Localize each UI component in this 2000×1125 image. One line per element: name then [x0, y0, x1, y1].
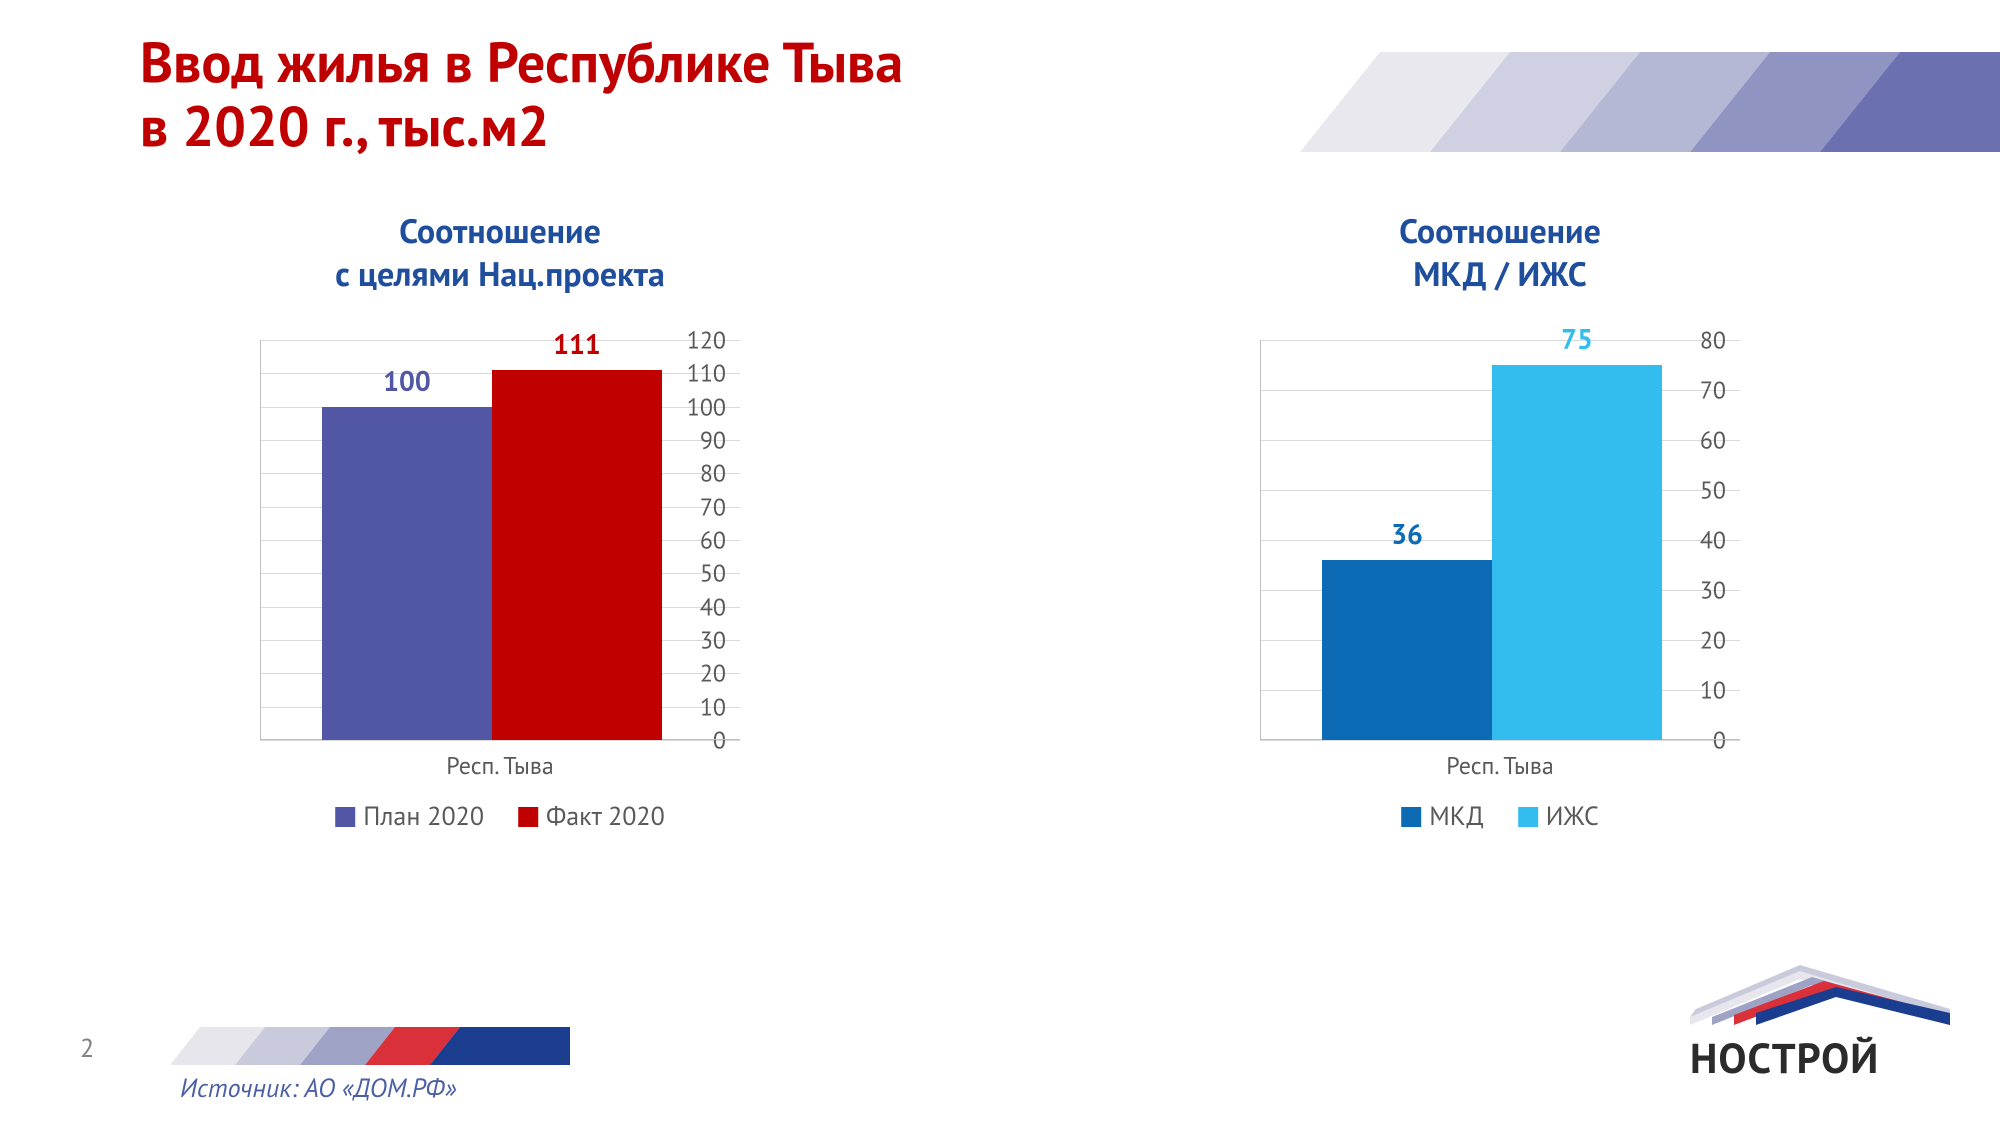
legend-item: Факт 2020: [518, 800, 665, 833]
logo: НОСТРОЙ: [1690, 965, 1950, 1085]
bar-value-label: 100: [322, 362, 492, 399]
y-tick-label: 80: [1700, 325, 1726, 356]
title-line-1: Ввод жилья в Республике Тыва: [140, 26, 903, 98]
y-tick-label: 90: [700, 425, 726, 456]
chart-left-title: Соотношение с целями Нац.проекта: [0, 210, 1000, 295]
footer-stripes-icon: [170, 1027, 570, 1065]
bars-group: 100111: [322, 370, 662, 740]
page-title: Ввод жилья в Республике Тыва в 2020 г., …: [140, 30, 903, 159]
chart-left-legend: План 2020 Факт 2020: [335, 800, 665, 833]
legend-label: Факт 2020: [546, 800, 665, 833]
bar: 75: [1492, 365, 1662, 740]
source-text: Источник: АО «ДОМ.РФ»: [180, 1072, 456, 1105]
logo-roof-icon: [1690, 965, 1950, 1025]
legend-swatch: [1518, 807, 1538, 827]
chart-right-title: Соотношение МКД / ИЖС: [1000, 210, 2000, 295]
bar-value-label: 111: [492, 325, 662, 362]
bar: 111: [492, 370, 662, 740]
bar: 100: [322, 407, 492, 740]
header-stripes-icon: [1300, 52, 2000, 152]
legend-label: План 2020: [363, 800, 484, 833]
y-tick-label: 50: [1700, 475, 1726, 506]
header: Ввод жилья в Республике Тыва в 2020 г., …: [0, 30, 2000, 180]
y-tick-label: 120: [687, 325, 726, 356]
chart-left: Соотношение с целями Нац.проекта 0102030…: [0, 210, 1000, 910]
legend-item: План 2020: [335, 800, 484, 833]
y-tick-label: 30: [1700, 575, 1726, 606]
y-tick-label: 10: [1700, 675, 1726, 706]
chart-right-legend: МКД ИЖС: [1401, 800, 1599, 833]
bars-group: 3675: [1322, 365, 1662, 740]
legend-label: МКД: [1429, 800, 1484, 833]
legend-label: ИЖС: [1546, 800, 1599, 833]
chart-right: Соотношение МКД / ИЖС 010203040506070803…: [1000, 210, 2000, 910]
y-tick-label: 40: [700, 591, 726, 622]
y-tick-label: 50: [700, 558, 726, 589]
y-tick-label: 70: [700, 491, 726, 522]
y-tick-label: 80: [700, 458, 726, 489]
legend-swatch: [518, 807, 538, 827]
page-number: 2: [80, 1032, 94, 1065]
bar: 36: [1322, 560, 1492, 740]
y-tick-label: 10: [700, 691, 726, 722]
y-tick-label: 70: [1700, 375, 1726, 406]
y-tick-label: 20: [1700, 625, 1726, 656]
y-tick-label: 30: [700, 625, 726, 656]
title-line-2: в 2020 г., тыс.м2: [140, 90, 549, 162]
legend-swatch: [1401, 807, 1421, 827]
y-tick-label: 20: [700, 658, 726, 689]
charts-row: Соотношение с целями Нац.проекта 0102030…: [0, 210, 2000, 910]
y-tick-label: 60: [700, 525, 726, 556]
bar-value-label: 36: [1322, 515, 1492, 552]
y-tick-label: 40: [1700, 525, 1726, 556]
y-tick-label: 60: [1700, 425, 1726, 456]
legend-swatch: [335, 807, 355, 827]
x-category-label: Респ. Тыва: [1260, 740, 1740, 781]
y-tick-label: 100: [687, 391, 726, 422]
logo-text: НОСТРОЙ: [1690, 1030, 1950, 1085]
x-category-label: Респ. Тыва: [260, 740, 740, 781]
chart-left-plot: 0102030405060708090100110120100111Респ. …: [260, 340, 740, 740]
legend-item: ИЖС: [1518, 800, 1599, 833]
bar-value-label: 75: [1492, 320, 1662, 357]
chart-right-plot: 010203040506070803675Респ. Тыва: [1260, 340, 1740, 740]
y-tick-label: 110: [687, 358, 726, 389]
legend-item: МКД: [1401, 800, 1484, 833]
